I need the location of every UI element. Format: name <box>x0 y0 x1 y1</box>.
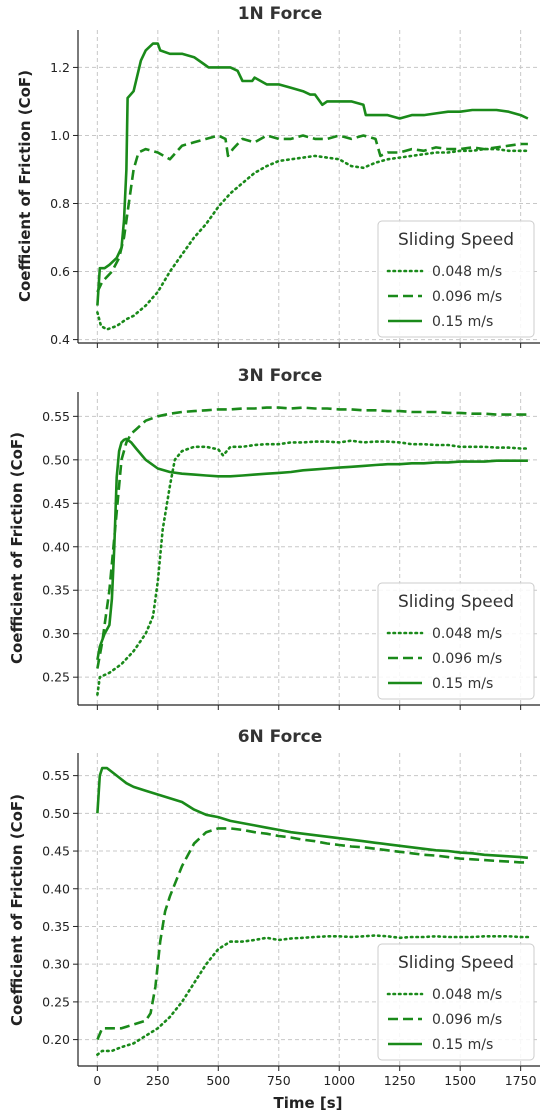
legend-label: 0.15 m/s <box>432 676 493 692</box>
y-tick-label: 0.20 <box>42 1032 70 1047</box>
panel-1n-force: 1N Force Coefficient of Friction (CoF) 0… <box>16 4 540 348</box>
series-line-0-048-m-s <box>96 439 530 696</box>
x-tick-label: 250 <box>146 1073 170 1088</box>
y-axis-label: Coefficient of Friction (CoF) <box>16 70 34 302</box>
chart-title: 1N Force <box>238 4 323 24</box>
legend-label: 0.15 m/s <box>432 1037 493 1053</box>
legend-label: 0.096 m/s <box>432 289 502 305</box>
x-tick-label: 750 <box>267 1073 291 1088</box>
y-tick-label: 0.6 <box>50 264 70 279</box>
y-tick-label: 1.0 <box>50 128 70 143</box>
legend-title: Sliding Speed <box>398 230 514 250</box>
x-tick-label: 0 <box>93 1073 101 1088</box>
y-tick-label: 0.55 <box>42 768 70 783</box>
panel-3n-force: 3N Force Coefficient of Friction (CoF) 0… <box>8 366 540 710</box>
panel-6n-force: 6N Force Coefficient of Friction (CoF) T… <box>8 727 540 1112</box>
legend-title: Sliding Speed <box>398 592 514 612</box>
y-tick-label: 0.4 <box>50 332 70 347</box>
y-tick-label: 1.2 <box>50 60 70 75</box>
y-tick-label: 0.40 <box>42 881 70 896</box>
legend-box <box>377 220 535 338</box>
legend-box <box>377 582 535 700</box>
y-tick-label: 0.50 <box>42 452 70 467</box>
legend: Sliding Speed 0.048 m/s 0.096 m/s 0.15 m/s <box>377 220 535 338</box>
series-line-0-096-m-s <box>96 134 528 293</box>
y-tick-label: 0.8 <box>50 196 70 211</box>
x-axis-label: Time [s] <box>273 1094 342 1112</box>
series-line-0-096-m-s <box>96 827 528 1041</box>
series-line-0-048-m-s <box>96 934 530 1056</box>
legend-title: Sliding Speed <box>398 953 514 973</box>
x-tick-label: 1500 <box>444 1073 476 1088</box>
legend-label: 0.048 m/s <box>432 987 502 1003</box>
x-tick-label: 1000 <box>323 1073 355 1088</box>
y-tick-label: 0.25 <box>42 994 70 1009</box>
series-line-0-15-m-s <box>96 42 529 306</box>
legend-label: 0.096 m/s <box>432 1012 502 1028</box>
chart-title: 6N Force <box>238 727 323 747</box>
chart-title: 3N Force <box>238 366 323 386</box>
series-line-0-15-m-s <box>96 766 529 860</box>
y-tick-label: 0.40 <box>42 539 70 554</box>
legend: Sliding Speed 0.048 m/s 0.096 m/s 0.15 m/s <box>377 943 535 1061</box>
series-line-0-096-m-s <box>96 406 528 669</box>
x-tick-label: 1250 <box>384 1073 416 1088</box>
y-tick-label: 0.25 <box>42 670 70 685</box>
y-tick-label: 0.50 <box>42 806 70 821</box>
legend-box <box>377 943 535 1061</box>
series-line-0-15-m-s <box>96 437 528 661</box>
x-tick-label: 1750 <box>505 1073 537 1088</box>
y-tick-label: 0.30 <box>42 957 70 972</box>
legend: Sliding Speed 0.048 m/s 0.096 m/s 0.15 m/s <box>377 582 535 700</box>
x-tick-label: 500 <box>206 1073 230 1088</box>
y-tick-label: 0.35 <box>42 583 70 598</box>
y-tick-label: 0.55 <box>42 409 70 424</box>
y-tick-label: 0.45 <box>42 844 70 859</box>
y-tick-label: 0.35 <box>42 919 70 934</box>
y-axis-label: Coefficient of Friction (CoF) <box>8 432 26 664</box>
y-axis-label: Coefficient of Friction (CoF) <box>8 794 26 1026</box>
legend-label: 0.096 m/s <box>432 651 502 667</box>
legend-label: 0.048 m/s <box>432 626 502 642</box>
series-line-0-048-m-s <box>96 147 530 331</box>
y-tick-label: 0.45 <box>42 496 70 511</box>
legend-label: 0.15 m/s <box>432 314 493 330</box>
legend-label: 0.048 m/s <box>432 264 502 280</box>
y-tick-label: 0.30 <box>42 626 70 641</box>
